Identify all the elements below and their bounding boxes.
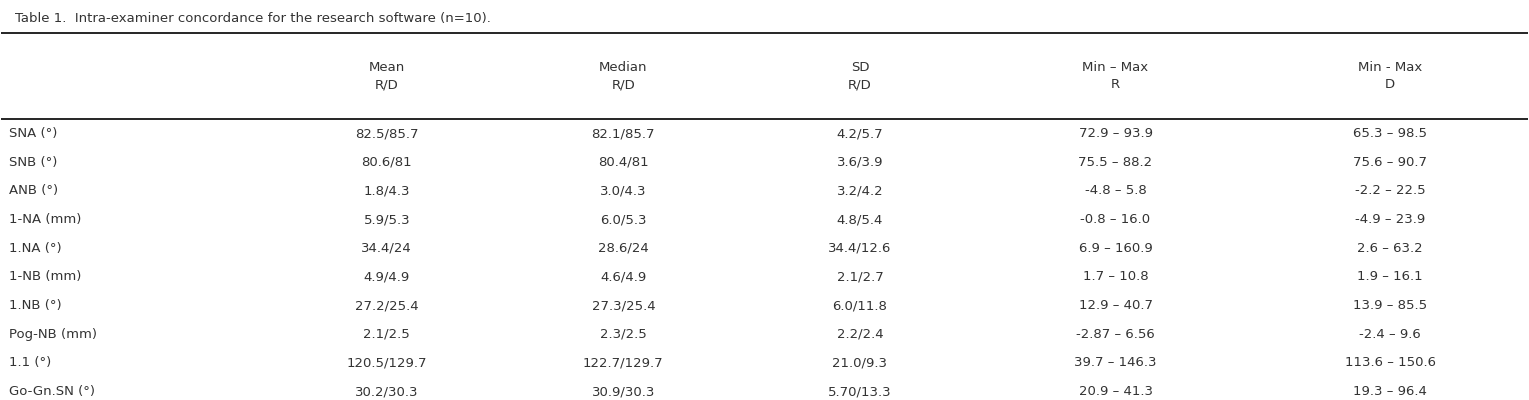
Text: -2.87 – 6.56: -2.87 – 6.56 [1076, 328, 1154, 341]
Text: 1-NA (mm): 1-NA (mm) [9, 213, 81, 226]
Text: -4.8 – 5.8: -4.8 – 5.8 [1084, 184, 1147, 197]
Text: 28.6/24: 28.6/24 [598, 242, 648, 255]
Text: 20.9 – 41.3: 20.9 – 41.3 [1078, 385, 1153, 398]
Text: Go-Gn.SN (°): Go-Gn.SN (°) [9, 385, 95, 398]
Text: -0.8 – 16.0: -0.8 – 16.0 [1081, 213, 1151, 226]
Text: 1.NA (°): 1.NA (°) [9, 242, 61, 255]
Text: 2.2/2.4: 2.2/2.4 [836, 328, 884, 341]
Text: 82.5/85.7: 82.5/85.7 [355, 127, 419, 140]
Text: 2.1/2.5: 2.1/2.5 [364, 328, 410, 341]
Text: 27.2/25.4: 27.2/25.4 [355, 299, 419, 312]
Text: 4.9/4.9: 4.9/4.9 [364, 270, 410, 283]
Text: 4.8/5.4: 4.8/5.4 [836, 213, 884, 226]
Text: 113.6 – 150.6: 113.6 – 150.6 [1344, 356, 1436, 369]
Text: 4.6/4.9: 4.6/4.9 [601, 270, 647, 283]
Text: 21.0/9.3: 21.0/9.3 [832, 356, 887, 369]
Text: 5.70/13.3: 5.70/13.3 [829, 385, 891, 398]
Text: 72.9 – 93.9: 72.9 – 93.9 [1078, 127, 1153, 140]
Text: 4.2/5.7: 4.2/5.7 [836, 127, 884, 140]
Text: 2.3/2.5: 2.3/2.5 [599, 328, 647, 341]
Text: Mean
R/D: Mean R/D [368, 61, 405, 91]
Text: 1.9 – 16.1: 1.9 – 16.1 [1358, 270, 1423, 283]
Text: 30.9/30.3: 30.9/30.3 [592, 385, 654, 398]
Text: 3.2/4.2: 3.2/4.2 [836, 184, 884, 197]
Text: 2.6 – 63.2: 2.6 – 63.2 [1358, 242, 1423, 255]
Text: 5.9/5.3: 5.9/5.3 [364, 213, 410, 226]
Text: 3.0/4.3: 3.0/4.3 [599, 184, 647, 197]
Text: SNA (°): SNA (°) [9, 127, 58, 140]
Text: 34.4/24: 34.4/24 [361, 242, 413, 255]
Text: Table 1.  Intra-examiner concordance for the research software (n=10).: Table 1. Intra-examiner concordance for … [15, 12, 491, 25]
Text: 65.3 – 98.5: 65.3 – 98.5 [1353, 127, 1427, 140]
Text: 1.8/4.3: 1.8/4.3 [364, 184, 410, 197]
Text: 19.3 – 96.4: 19.3 – 96.4 [1353, 385, 1427, 398]
Text: 80.6/81: 80.6/81 [361, 156, 413, 169]
Text: 2.1/2.7: 2.1/2.7 [836, 270, 884, 283]
Text: 6.9 – 160.9: 6.9 – 160.9 [1078, 242, 1153, 255]
Text: Median
R/D: Median R/D [599, 61, 648, 91]
Text: Min - Max
D: Min - Max D [1358, 61, 1422, 91]
Text: 80.4/81: 80.4/81 [598, 156, 648, 169]
Text: 75.5 – 88.2: 75.5 – 88.2 [1078, 156, 1153, 169]
Text: SD
R/D: SD R/D [849, 61, 872, 91]
Text: 3.6/3.9: 3.6/3.9 [836, 156, 884, 169]
Text: -2.4 – 9.6: -2.4 – 9.6 [1359, 328, 1420, 341]
Text: 27.3/25.4: 27.3/25.4 [592, 299, 654, 312]
Text: SNB (°): SNB (°) [9, 156, 58, 169]
Text: Min – Max
R: Min – Max R [1083, 61, 1148, 91]
Text: 34.4/12.6: 34.4/12.6 [829, 242, 891, 255]
Text: 39.7 – 146.3: 39.7 – 146.3 [1075, 356, 1157, 369]
Text: 75.6 – 90.7: 75.6 – 90.7 [1353, 156, 1427, 169]
Text: ANB (°): ANB (°) [9, 184, 58, 197]
Text: 1.NB (°): 1.NB (°) [9, 299, 61, 312]
Text: 1-NB (mm): 1-NB (mm) [9, 270, 81, 283]
Text: 30.2/30.3: 30.2/30.3 [355, 385, 419, 398]
Text: Pog-NB (mm): Pog-NB (mm) [9, 328, 96, 341]
Text: 1.1 (°): 1.1 (°) [9, 356, 52, 369]
Text: 122.7/129.7: 122.7/129.7 [583, 356, 664, 369]
Text: 12.9 – 40.7: 12.9 – 40.7 [1078, 299, 1153, 312]
Text: -2.2 – 22.5: -2.2 – 22.5 [1355, 184, 1425, 197]
Text: 13.9 – 85.5: 13.9 – 85.5 [1353, 299, 1427, 312]
Text: 1.7 – 10.8: 1.7 – 10.8 [1083, 270, 1148, 283]
Text: -4.9 – 23.9: -4.9 – 23.9 [1355, 213, 1425, 226]
Text: 82.1/85.7: 82.1/85.7 [592, 127, 654, 140]
Text: 120.5/129.7: 120.5/129.7 [347, 356, 427, 369]
Text: 6.0/5.3: 6.0/5.3 [599, 213, 647, 226]
Text: 6.0/11.8: 6.0/11.8 [832, 299, 887, 312]
